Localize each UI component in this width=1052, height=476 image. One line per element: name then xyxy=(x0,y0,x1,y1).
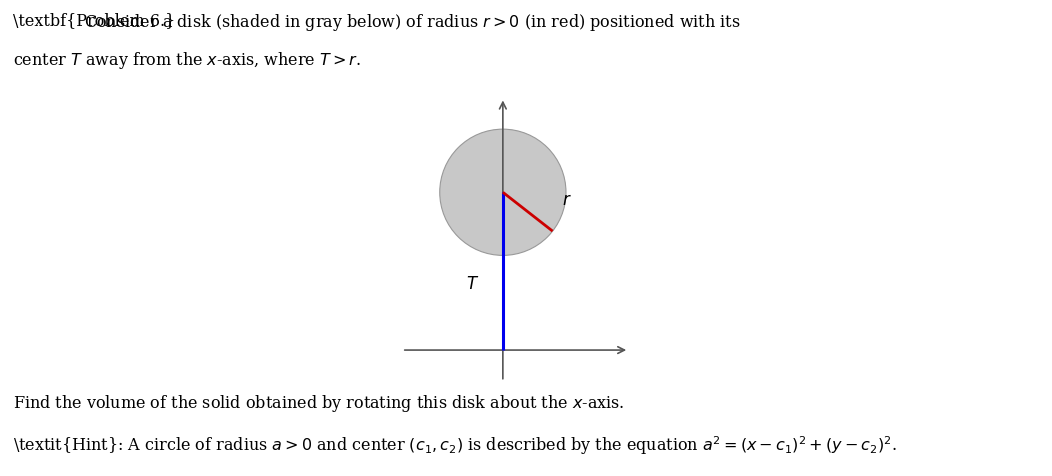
Text: $T$: $T$ xyxy=(466,275,479,293)
Text: Consider a disk (shaded in gray below) of radius $r > 0$ (in red) positioned wit: Consider a disk (shaded in gray below) o… xyxy=(79,12,741,33)
Text: \textbf{Problem 6.}: \textbf{Problem 6.} xyxy=(13,12,175,29)
Circle shape xyxy=(440,129,566,256)
Text: center $T$ away from the $x$-axis, where $T > r$.: center $T$ away from the $x$-axis, where… xyxy=(13,50,361,71)
Text: Find the volume of the solid obtained by rotating this disk about the $x$-axis.: Find the volume of the solid obtained by… xyxy=(13,393,624,414)
Text: \textit{Hint}: A circle of radius $a > 0$ and center $(c_1, c_2)$ is described b: \textit{Hint}: A circle of radius $a > 0… xyxy=(13,434,896,457)
Text: $r$: $r$ xyxy=(563,191,572,209)
